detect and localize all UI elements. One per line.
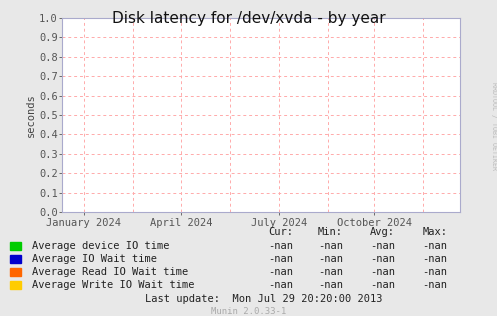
Text: -nan: -nan [370, 254, 395, 264]
Text: Munin 2.0.33-1: Munin 2.0.33-1 [211, 307, 286, 315]
Text: Average device IO time: Average device IO time [32, 241, 170, 251]
Text: Average Read IO Wait time: Average Read IO Wait time [32, 267, 188, 277]
Text: -nan: -nan [370, 241, 395, 251]
Y-axis label: seconds: seconds [26, 93, 36, 137]
Text: -nan: -nan [370, 280, 395, 290]
Text: Max:: Max: [422, 227, 447, 237]
Text: -nan: -nan [318, 267, 343, 277]
Text: -nan: -nan [422, 267, 447, 277]
Text: -nan: -nan [318, 254, 343, 264]
Text: -nan: -nan [422, 254, 447, 264]
Text: Min:: Min: [318, 227, 343, 237]
Text: -nan: -nan [318, 241, 343, 251]
Text: -nan: -nan [422, 241, 447, 251]
Text: Avg:: Avg: [370, 227, 395, 237]
Text: Last update:  Mon Jul 29 20:20:00 2013: Last update: Mon Jul 29 20:20:00 2013 [145, 294, 382, 304]
Text: -nan: -nan [268, 241, 293, 251]
Text: -nan: -nan [422, 280, 447, 290]
Text: Disk latency for /dev/xvda - by year: Disk latency for /dev/xvda - by year [112, 11, 385, 26]
Text: Average IO Wait time: Average IO Wait time [32, 254, 158, 264]
Text: Average Write IO Wait time: Average Write IO Wait time [32, 280, 195, 290]
Text: -nan: -nan [268, 267, 293, 277]
Text: RRDTOOL / TOBI OETIKER: RRDTOOL / TOBI OETIKER [491, 82, 497, 170]
Text: Cur:: Cur: [268, 227, 293, 237]
Text: -nan: -nan [318, 280, 343, 290]
Text: -nan: -nan [268, 254, 293, 264]
Text: -nan: -nan [370, 267, 395, 277]
Text: -nan: -nan [268, 280, 293, 290]
